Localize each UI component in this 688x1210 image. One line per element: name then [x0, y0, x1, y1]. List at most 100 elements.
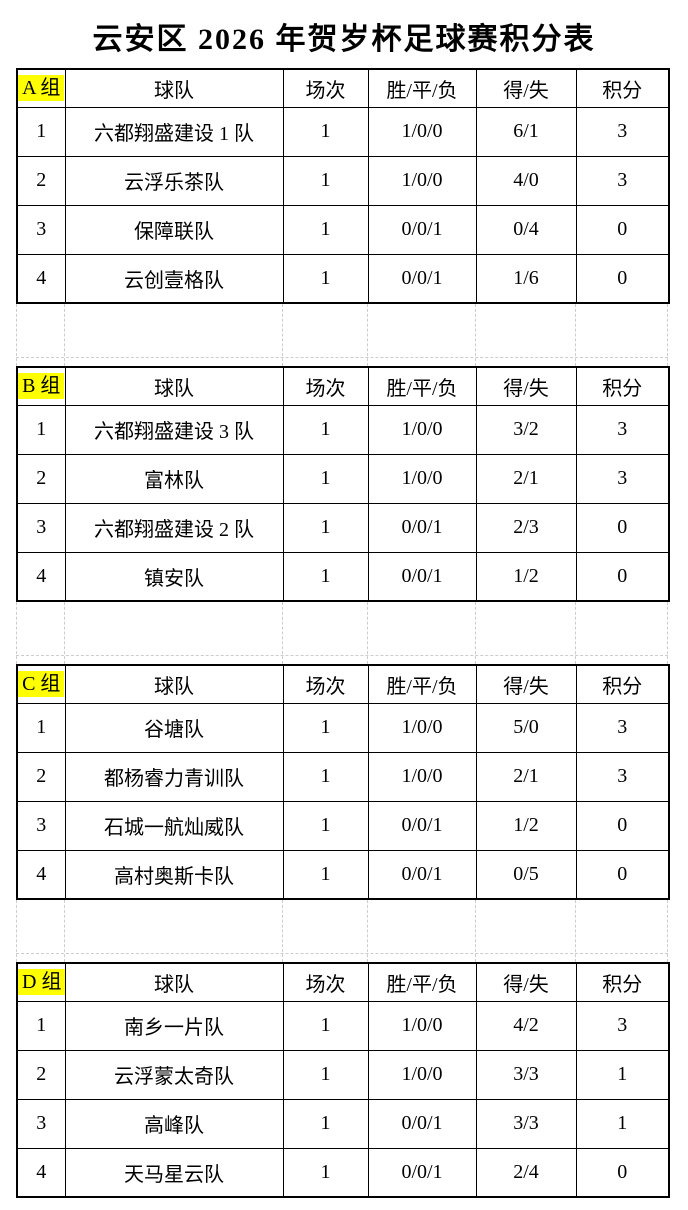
group-table-b: B 组 球队 场次 胜/平/负 得/失 积分 1 六都翔盛建设 3 队 1 1/…	[16, 366, 670, 602]
points-cell: 0	[575, 800, 670, 851]
team-cell: 天马星云队	[64, 1147, 284, 1198]
rank-cell: 1	[16, 404, 66, 455]
points-cell: 0	[575, 204, 670, 255]
rank-cell: 3	[16, 502, 66, 553]
goals-cell: 3/2	[475, 404, 577, 455]
col-header-points: 积分	[575, 664, 670, 704]
column-gridline	[575, 304, 576, 366]
team-row: 4 天马星云队 1 0/0/1 2/4 0	[16, 1147, 670, 1198]
goals-cell: 4/2	[475, 1000, 577, 1051]
points-cell: 0	[575, 849, 670, 900]
goals-cell: 2/3	[475, 502, 577, 553]
team-row: 1 南乡一片队 1 1/0/0 4/2 3	[16, 1000, 670, 1051]
goals-cell: 1/6	[475, 253, 577, 304]
played-cell: 1	[282, 155, 369, 206]
goals-cell: 3/3	[475, 1049, 577, 1100]
spreadsheet-gap	[16, 602, 668, 664]
team-row: 3 六都翔盛建设 2 队 1 0/0/1 2/3 0	[16, 502, 670, 553]
rank-cell: 3	[16, 204, 66, 255]
column-gridline	[367, 602, 368, 664]
col-header-goals: 得/失	[475, 664, 577, 704]
team-cell: 都杨睿力青训队	[64, 751, 284, 802]
column-gridline	[667, 602, 668, 664]
column-gridline	[282, 900, 283, 962]
played-cell: 1	[282, 551, 369, 602]
wdl-cell: 0/0/1	[367, 204, 477, 255]
points-cell: 3	[575, 1000, 670, 1051]
team-row: 3 高峰队 1 0/0/1 3/3 1	[16, 1098, 670, 1149]
wdl-cell: 1/0/0	[367, 155, 477, 206]
played-cell: 1	[282, 204, 369, 255]
team-cell: 高峰队	[64, 1098, 284, 1149]
played-cell: 1	[282, 253, 369, 304]
points-cell: 3	[575, 155, 670, 206]
rank-cell: 2	[16, 453, 66, 504]
team-row: 1 谷塘队 1 1/0/0 5/0 3	[16, 702, 670, 753]
points-cell: 1	[575, 1098, 670, 1149]
team-cell: 高村奥斯卡队	[64, 849, 284, 900]
team-row: 3 保障联队 1 0/0/1 0/4 0	[16, 204, 670, 255]
team-row: 4 云创壹格队 1 0/0/1 1/6 0	[16, 253, 670, 304]
points-cell: 3	[575, 404, 670, 455]
played-cell: 1	[282, 1147, 369, 1198]
col-header-points: 积分	[575, 962, 670, 1002]
played-cell: 1	[282, 453, 369, 504]
row-gridline	[16, 357, 668, 358]
row-gridline	[16, 953, 668, 954]
column-gridline	[64, 900, 65, 962]
played-cell: 1	[282, 1098, 369, 1149]
wdl-cell: 1/0/0	[367, 751, 477, 802]
group-label-cell: C 组	[16, 664, 66, 704]
group-c-label: C 组	[18, 671, 64, 698]
column-gridline	[575, 602, 576, 664]
rank-cell: 2	[16, 1049, 66, 1100]
rank-cell: 3	[16, 1098, 66, 1149]
team-cell: 镇安队	[64, 551, 284, 602]
page-title: 云安区 2026 年贺岁杯足球赛积分表	[92, 23, 596, 56]
points-cell: 0	[575, 502, 670, 553]
team-cell: 南乡一片队	[64, 1000, 284, 1051]
team-cell: 谷塘队	[64, 702, 284, 753]
wdl-cell: 1/0/0	[367, 1049, 477, 1100]
rank-cell: 4	[16, 849, 66, 900]
col-header-wdl: 胜/平/负	[367, 664, 477, 704]
wdl-cell: 0/0/1	[367, 502, 477, 553]
team-row: 2 云浮蒙太奇队 1 1/0/0 3/3 1	[16, 1049, 670, 1100]
col-header-team: 球队	[64, 366, 284, 406]
group-table-c: C 组 球队 场次 胜/平/负 得/失 积分 1 谷塘队 1 1/0/0 5/0…	[16, 664, 670, 900]
col-header-goals: 得/失	[475, 68, 577, 108]
column-gridline	[575, 900, 576, 962]
played-cell: 1	[282, 404, 369, 455]
played-cell: 1	[282, 106, 369, 157]
played-cell: 1	[282, 800, 369, 851]
wdl-cell: 1/0/0	[367, 404, 477, 455]
column-gridline	[367, 304, 368, 366]
rank-cell: 3	[16, 800, 66, 851]
col-header-team: 球队	[64, 962, 284, 1002]
group-table-a: A 组 球队 场次 胜/平/负 得/失 积分 1 六都翔盛建设 1 队 1 1/…	[16, 68, 670, 304]
column-gridline	[282, 602, 283, 664]
team-cell: 富林队	[64, 453, 284, 504]
column-gridline	[667, 304, 668, 366]
played-cell: 1	[282, 502, 369, 553]
column-gridline	[475, 304, 476, 366]
col-header-played: 场次	[282, 962, 369, 1002]
rank-cell: 1	[16, 1000, 66, 1051]
wdl-cell: 0/0/1	[367, 1098, 477, 1149]
wdl-cell: 1/0/0	[367, 453, 477, 504]
team-row: 2 富林队 1 1/0/0 2/1 3	[16, 453, 670, 504]
played-cell: 1	[282, 1000, 369, 1051]
group-d-label: D 组	[18, 969, 64, 996]
goals-cell: 0/5	[475, 849, 577, 900]
points-cell: 0	[575, 253, 670, 304]
col-header-played: 场次	[282, 68, 369, 108]
header-row: D 组 球队 场次 胜/平/负 得/失 积分	[16, 962, 670, 1002]
header-row: C 组 球队 场次 胜/平/负 得/失 积分	[16, 664, 670, 704]
column-gridline	[64, 304, 65, 366]
col-header-team: 球队	[64, 664, 284, 704]
rank-cell: 2	[16, 751, 66, 802]
points-cell: 1	[575, 1049, 670, 1100]
played-cell: 1	[282, 1049, 369, 1100]
team-cell: 云浮蒙太奇队	[64, 1049, 284, 1100]
goals-cell: 2/1	[475, 751, 577, 802]
